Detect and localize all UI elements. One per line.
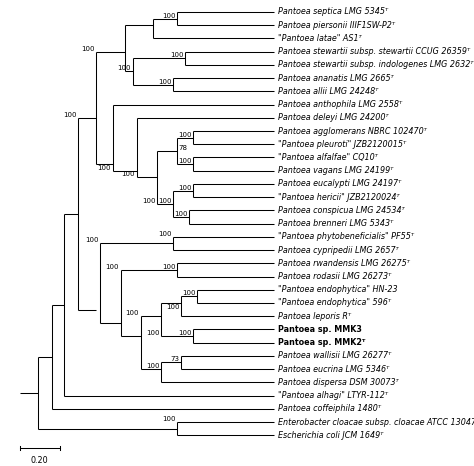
Text: 100: 100 <box>146 330 159 336</box>
Text: Pantoea dispersa DSM 30073ᵀ: Pantoea dispersa DSM 30073ᵀ <box>278 378 399 387</box>
Text: 100: 100 <box>178 185 191 191</box>
Text: Pantoea sp. MMK2ᵀ: Pantoea sp. MMK2ᵀ <box>278 338 365 347</box>
Text: 100: 100 <box>118 66 131 71</box>
Text: Pantoea eucrina LMG 5346ᵀ: Pantoea eucrina LMG 5346ᵀ <box>278 364 389 374</box>
Text: Pantoea ananatis LMG 2665ᵀ: Pantoea ananatis LMG 2665ᵀ <box>278 74 393 82</box>
Text: Pantoea sp. MMK3: Pantoea sp. MMK3 <box>278 325 362 334</box>
Text: Pantoea stewartii subsp. stewartii CCUG 26359ᵀ: Pantoea stewartii subsp. stewartii CCUG … <box>278 47 470 56</box>
Text: "Pantoea endophytica" HN-23: "Pantoea endophytica" HN-23 <box>278 285 397 294</box>
Text: Pantoea septica LMG 5345ᵀ: Pantoea septica LMG 5345ᵀ <box>278 7 388 16</box>
Text: "Pantoea alhagi" LTYR-112ᵀ: "Pantoea alhagi" LTYR-112ᵀ <box>278 391 388 400</box>
Text: 73: 73 <box>171 356 180 363</box>
Text: 100: 100 <box>97 164 111 171</box>
Text: 100: 100 <box>162 264 175 270</box>
Text: 100: 100 <box>178 330 191 336</box>
Text: "Pantoea phytobeneficialis" PF55ᵀ: "Pantoea phytobeneficialis" PF55ᵀ <box>278 233 414 241</box>
Text: 100: 100 <box>170 52 183 58</box>
Text: Pantoea stewartii subsp. indologenes LMG 2632ᵀ: Pantoea stewartii subsp. indologenes LMG… <box>278 61 473 69</box>
Text: Pantoea agglomerans NBRC 102470ᵀ: Pantoea agglomerans NBRC 102470ᵀ <box>278 126 427 136</box>
Text: 100: 100 <box>85 238 99 243</box>
Text: 100: 100 <box>178 158 191 164</box>
Text: Pantoea leporis Rᵀ: Pantoea leporis Rᵀ <box>278 312 351 321</box>
Text: Pantoea cypripedii LMG 2657ᵀ: Pantoea cypripedii LMG 2657ᵀ <box>278 246 399 254</box>
Text: Pantoea eucalypti LMG 24197ᵀ: Pantoea eucalypti LMG 24197ᵀ <box>278 179 401 188</box>
Text: 100: 100 <box>174 211 188 217</box>
Text: Pantoea brenneri LMG 5343ᵀ: Pantoea brenneri LMG 5343ᵀ <box>278 219 393 228</box>
Text: 100: 100 <box>178 131 191 137</box>
Text: 100: 100 <box>158 79 172 85</box>
Text: "Pantoea endophytica" 596ᵀ: "Pantoea endophytica" 596ᵀ <box>278 299 391 308</box>
Text: Enterobacter cloacae subsp. cloacae ATCC 13047ᵀ: Enterobacter cloacae subsp. cloacae ATCC… <box>278 418 474 426</box>
Text: 100: 100 <box>146 363 159 369</box>
Text: 100: 100 <box>162 13 175 19</box>
Text: Pantoea allii LMG 24248ᵀ: Pantoea allii LMG 24248ᵀ <box>278 87 378 96</box>
Text: "Pantoea hericii" JZB2120024ᵀ: "Pantoea hericii" JZB2120024ᵀ <box>278 192 400 202</box>
Text: Pantoea anthophila LMG 2558ᵀ: Pantoea anthophila LMG 2558ᵀ <box>278 100 402 109</box>
Text: Pantoea rodasii LMG 26273ᵀ: Pantoea rodasii LMG 26273ᵀ <box>278 272 391 281</box>
Text: 100: 100 <box>63 112 76 118</box>
Text: Pantoea deleyi LMG 24200ᵀ: Pantoea deleyi LMG 24200ᵀ <box>278 113 388 122</box>
Text: Pantoea vagans LMG 24199ᵀ: Pantoea vagans LMG 24199ᵀ <box>278 166 393 175</box>
Text: 100: 100 <box>166 303 180 309</box>
Text: Pantoea conspicua LMG 24534ᵀ: Pantoea conspicua LMG 24534ᵀ <box>278 206 404 215</box>
Text: Escherichia coli JCM 1649ᵀ: Escherichia coli JCM 1649ᵀ <box>278 431 383 440</box>
Text: 100: 100 <box>142 198 155 204</box>
Text: 100: 100 <box>81 46 95 52</box>
Text: 100: 100 <box>182 290 196 296</box>
Text: Pantoea wallisii LMG 26277ᵀ: Pantoea wallisii LMG 26277ᵀ <box>278 351 391 360</box>
Text: 100: 100 <box>158 198 172 204</box>
Text: "Pantoea alfalfae" CQ10ᵀ: "Pantoea alfalfae" CQ10ᵀ <box>278 153 378 162</box>
Text: Pantoea rwandensis LMG 26275ᵀ: Pantoea rwandensis LMG 26275ᵀ <box>278 259 410 268</box>
Text: 100: 100 <box>106 264 119 270</box>
Text: 100: 100 <box>158 231 172 237</box>
Text: 100: 100 <box>126 310 139 316</box>
Text: 100: 100 <box>122 171 135 178</box>
Text: 0.20: 0.20 <box>31 456 49 465</box>
Text: 100: 100 <box>162 416 175 422</box>
Text: "Pantoea pleuroti" JZB2120015ᵀ: "Pantoea pleuroti" JZB2120015ᵀ <box>278 140 406 149</box>
Text: "Pantoea latae" AS1ᵀ: "Pantoea latae" AS1ᵀ <box>278 34 362 43</box>
Text: Pantoea piersonii IIIF1SW-P2ᵀ: Pantoea piersonii IIIF1SW-P2ᵀ <box>278 21 395 30</box>
Text: Pantoea coffeiphila 1480ᵀ: Pantoea coffeiphila 1480ᵀ <box>278 404 381 413</box>
Text: 78: 78 <box>179 145 188 151</box>
